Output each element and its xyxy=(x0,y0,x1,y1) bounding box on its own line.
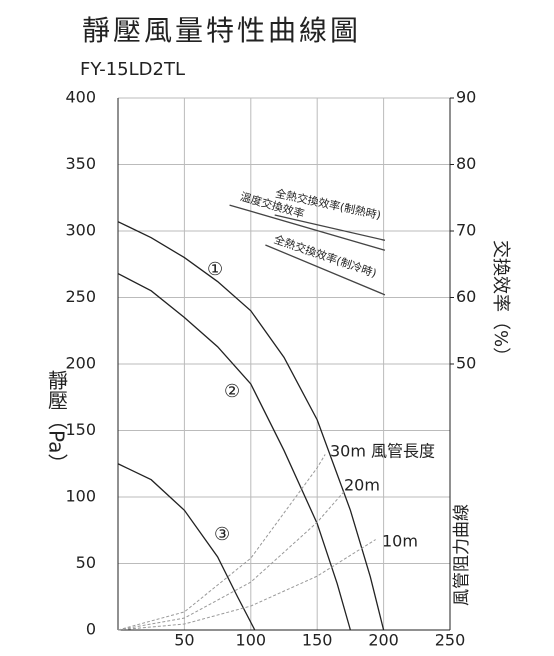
series-line xyxy=(117,221,385,631)
y-tick-label: 0 xyxy=(86,620,96,639)
x-tick-label: 150 xyxy=(302,631,333,650)
series-line xyxy=(117,463,256,631)
duct-label: 風管阻力曲線 xyxy=(452,504,472,606)
series-label: 20m xyxy=(344,476,380,495)
y2-tick-label: 50 xyxy=(456,354,476,373)
series-line xyxy=(117,490,346,631)
y2-tick-label: 90 xyxy=(456,88,476,107)
y-tick-label: 300 xyxy=(65,221,96,240)
y-tick-label: 200 xyxy=(65,354,96,373)
chart-subtitle: FY-15LD2TL xyxy=(80,59,185,80)
y-tick-label: 50 xyxy=(76,553,96,572)
y-tick-label: 350 xyxy=(65,154,96,173)
series-label: 10m xyxy=(382,532,418,551)
x-tick-label: 100 xyxy=(236,631,267,650)
y2-axis-label: 交換效率（%） xyxy=(490,240,511,365)
x-tick-label: 250 xyxy=(435,631,466,650)
series-line xyxy=(274,214,386,241)
chart-title: 靜壓風量特性曲線圖 xyxy=(82,14,361,47)
series-line xyxy=(117,539,376,631)
y2-tick-label: 60 xyxy=(456,287,476,306)
y2-tick-label: 70 xyxy=(456,221,476,240)
y-axis-label: 靜壓（Pa） xyxy=(45,370,69,474)
x-tick-label: 50 xyxy=(174,631,194,650)
series-label: ③ xyxy=(214,524,230,545)
series-line xyxy=(117,454,326,631)
y2-tick-label: 80 xyxy=(456,154,476,173)
series-label: ① xyxy=(207,259,223,280)
series-label: 30m 風管長度 xyxy=(330,442,435,461)
y-tick-label: 250 xyxy=(65,287,96,306)
series-line xyxy=(265,244,386,296)
series-line xyxy=(229,204,386,251)
series-label: 全熱交換效率(制冷時) xyxy=(272,232,378,280)
y-tick-label: 400 xyxy=(65,88,96,107)
y-tick-label: 100 xyxy=(65,487,96,506)
x-tick-label: 200 xyxy=(368,631,399,650)
series-label: ② xyxy=(224,381,240,402)
series-line xyxy=(117,272,352,631)
y-tick-label: 150 xyxy=(65,420,96,439)
